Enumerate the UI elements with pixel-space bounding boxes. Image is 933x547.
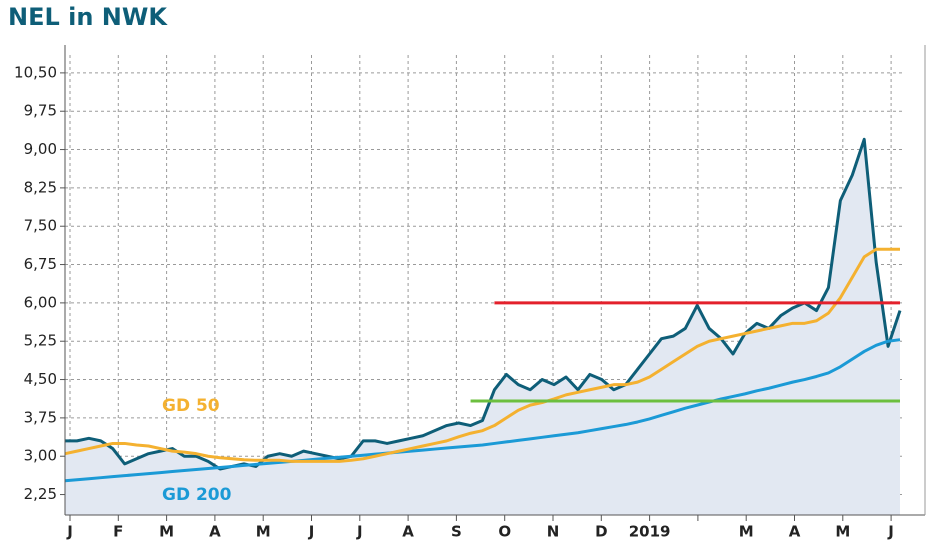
price-area <box>65 139 900 516</box>
y-tick-label: 8,25 <box>24 178 57 196</box>
x-tick-label: J <box>308 523 315 541</box>
series-line <box>64 338 901 483</box>
chart-title: NEL in NWK <box>8 3 168 31</box>
x-tick-label: F <box>113 523 123 541</box>
x-tick-label: S <box>451 523 462 541</box>
axes: 2,25 3,00 3,75 4,50 5,25 6,00 6,75 7,50 8,25 9,00… <box>14 45 926 541</box>
series-label: GD 50 <box>162 396 220 416</box>
x-tick-label: M <box>835 523 850 541</box>
y-tick-label: 7,50 <box>24 217 57 235</box>
y-tick-label: 6,00 <box>24 293 57 311</box>
x-tick-label: J <box>356 523 363 541</box>
x-tick-label: D <box>595 523 607 541</box>
x-tick-label: M <box>739 523 754 541</box>
x-tick-label: M <box>159 523 174 541</box>
x-tick-label: A <box>209 523 221 541</box>
x-tick-label: J <box>66 523 73 541</box>
y-tick-label: 3,75 <box>24 408 57 426</box>
y-tick-label: 4,50 <box>24 370 57 388</box>
series-label: GD 200 <box>162 485 232 505</box>
x-tick-label: A <box>789 523 801 541</box>
y-tick-label: 9,75 <box>24 102 57 120</box>
x-tick-label: 2019 <box>629 523 671 541</box>
x-tick-label: M <box>256 523 271 541</box>
x-tick-label: A <box>402 523 414 541</box>
y-tick-label: 9,00 <box>24 140 57 158</box>
x-tick-label: O <box>498 523 511 541</box>
series-line <box>64 247 900 463</box>
y-tick-label: 6,75 <box>24 255 57 273</box>
y-tick-label: 5,25 <box>24 332 57 350</box>
y-tick-label: 10,50 <box>14 63 57 81</box>
x-tick-label: N <box>547 523 560 541</box>
series-line <box>65 137 902 471</box>
plot <box>64 137 902 516</box>
y-tick-label: 2,25 <box>24 485 57 503</box>
x-tick-label: J <box>887 523 894 541</box>
y-tick-label: 3,00 <box>24 447 57 465</box>
